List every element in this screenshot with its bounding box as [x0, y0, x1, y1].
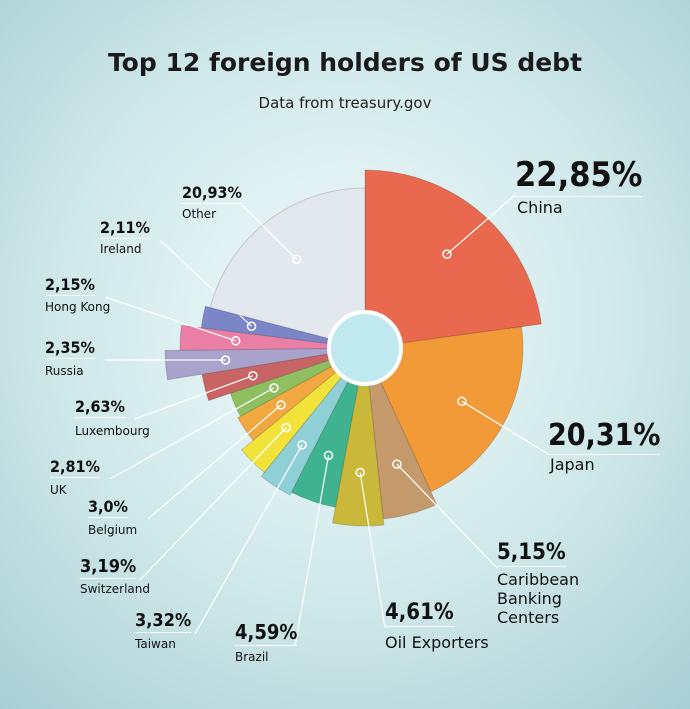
leader-dot: [323, 450, 334, 461]
pie-slice: [260, 347, 366, 496]
pie-slice: [201, 347, 366, 402]
leader-dot: [248, 370, 258, 381]
category-label: China: [517, 198, 563, 217]
category-label: Belgium: [88, 523, 138, 537]
value-label: 20,31%: [548, 418, 661, 455]
leader-dot: [392, 459, 402, 469]
leader-line: [134, 375, 254, 420]
value-label: 2,11%: [100, 218, 150, 239]
leader-line: [194, 444, 303, 635]
category-label: Switzerland: [80, 582, 150, 596]
category-label: Caribbean Banking Centers: [497, 570, 580, 627]
value-label: 3,32%: [135, 610, 192, 633]
value-label: 2,81%: [50, 457, 100, 478]
leader-line: [147, 404, 282, 520]
leader-line: [446, 194, 516, 255]
pie-slice: [364, 169, 542, 349]
pie-slice: [364, 347, 438, 520]
pie-slice: [179, 324, 366, 351]
value-label: 4,61%: [385, 600, 454, 627]
pie-slice: [164, 347, 366, 381]
value-label: 5,15%: [497, 540, 566, 567]
leader-line: [241, 204, 297, 260]
leader-line: [139, 427, 287, 581]
value-label: 3,19%: [80, 556, 137, 579]
leader-dot: [281, 422, 291, 433]
value-label: 2,35%: [45, 338, 95, 359]
leader-line: [104, 296, 236, 342]
value-label: 3,0%: [88, 497, 128, 518]
leader-line: [359, 472, 386, 629]
chart-subtitle: Data from treasury.gov: [258, 94, 432, 112]
center-hub: [327, 310, 403, 386]
pie-slice: [290, 347, 366, 508]
value-label: 20,93%: [182, 183, 242, 204]
category-label: Japan: [550, 455, 595, 474]
value-label: 22,85%: [515, 155, 643, 197]
category-label: Taiwan: [135, 637, 176, 651]
leader-line: [109, 387, 275, 480]
leader-dot: [220, 355, 231, 365]
leader-dot: [269, 383, 279, 393]
category-label: UK: [50, 483, 67, 497]
leader-dot: [230, 336, 241, 346]
category-label: Oil Exporters: [385, 633, 489, 652]
pie-slice: [364, 326, 524, 493]
leader-dot: [457, 396, 467, 407]
chart-title: Top 12 foreign holders of US debt: [107, 48, 583, 77]
value-label: 4,59%: [235, 620, 298, 646]
category-label: Other: [182, 207, 217, 221]
leader-line: [294, 455, 330, 647]
category-label: Luxembourg: [75, 424, 150, 438]
value-label: 2,15%: [45, 275, 95, 296]
leader-line: [396, 463, 498, 569]
category-label: Russia: [45, 364, 84, 378]
leader-dot: [276, 400, 286, 410]
value-label: 2,63%: [75, 397, 125, 418]
leader-dot: [246, 321, 257, 332]
pie-slice: [209, 187, 366, 349]
leader-dot: [291, 254, 302, 265]
leader-dot: [355, 467, 365, 478]
pie-slice: [237, 347, 366, 441]
pie-slice: [331, 347, 385, 527]
category-label: Hong Kong: [45, 300, 111, 314]
leader-line: [461, 400, 549, 455]
category-label: Ireland: [100, 242, 142, 256]
category-label: Brazil: [235, 650, 269, 664]
leader-dot: [442, 249, 452, 259]
leader-dot: [297, 440, 307, 450]
